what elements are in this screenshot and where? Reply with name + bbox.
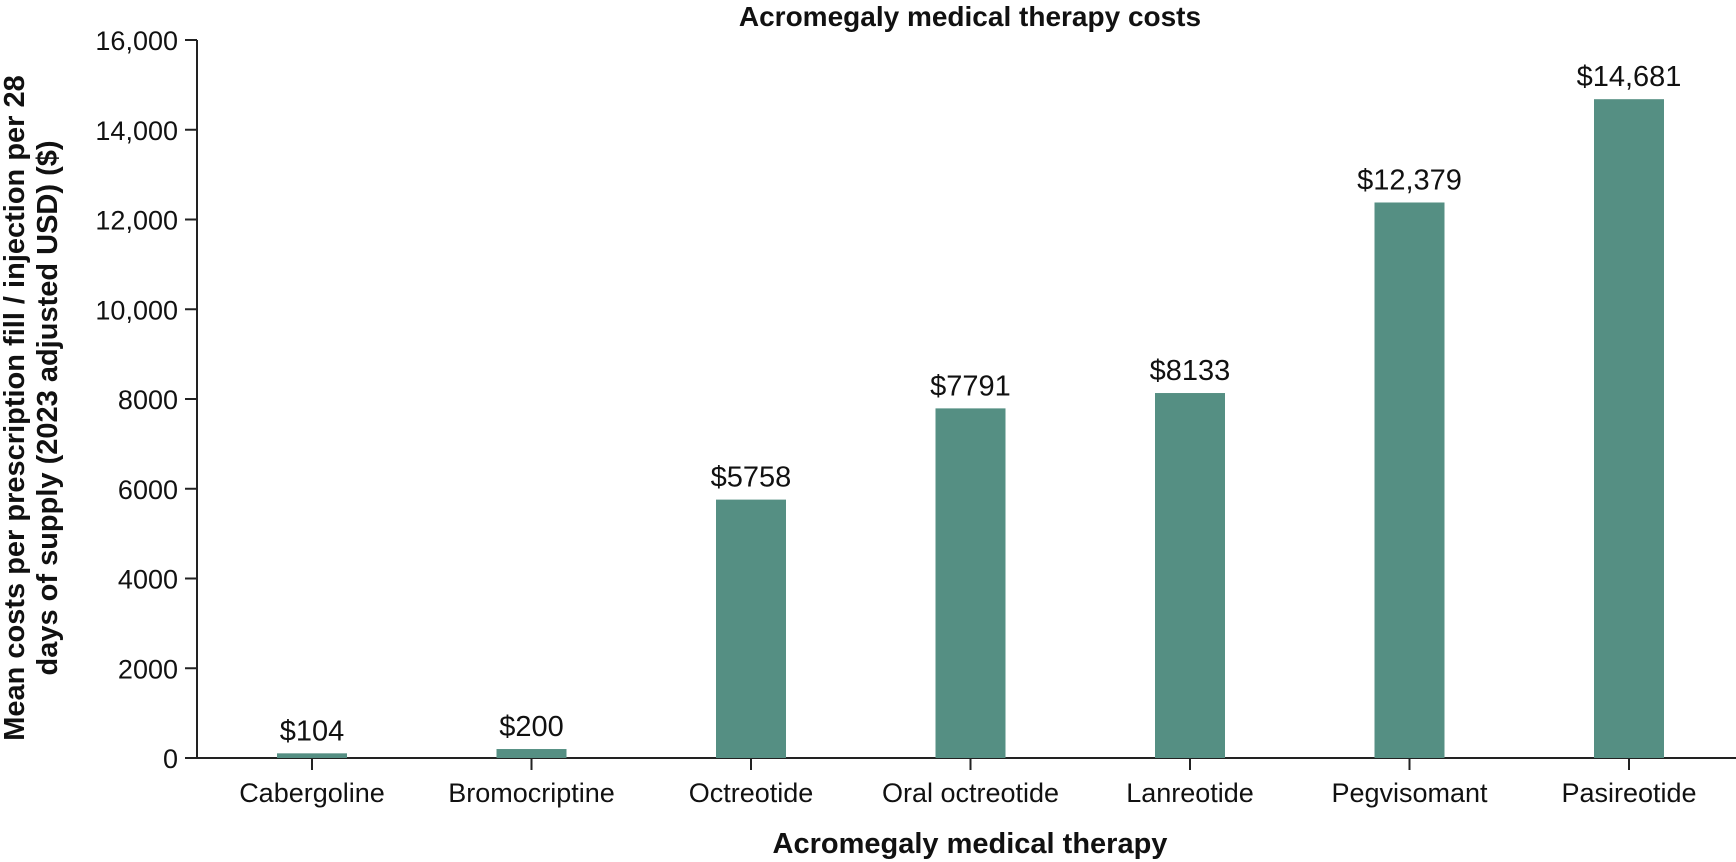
bar-data-label: $8133 bbox=[1150, 355, 1231, 387]
bar bbox=[716, 499, 786, 758]
y-axis-title-line-1: Mean costs per prescription fill / injec… bbox=[0, 75, 31, 741]
x-tick-label: Lanreotide bbox=[1126, 778, 1254, 808]
bar-data-label: $14,681 bbox=[1577, 61, 1682, 93]
y-tick-label: 16,000 bbox=[95, 26, 178, 56]
bar bbox=[496, 749, 567, 758]
x-tick-label: Pegvisomant bbox=[1331, 778, 1488, 808]
bar bbox=[1594, 99, 1664, 758]
x-tick-label: Pasireotide bbox=[1561, 778, 1696, 808]
chart-title: Acromegaly medical therapy costs bbox=[739, 1, 1201, 32]
y-tick-label: 4000 bbox=[118, 565, 178, 595]
y-tick-label: 14,000 bbox=[95, 116, 178, 146]
bar-data-label: $5758 bbox=[711, 462, 792, 494]
data-labels: $104 $200 $5758 $7791 $8133 $12,379 $14,681 bbox=[280, 61, 1682, 747]
x-tick-label: Cabergoline bbox=[239, 778, 385, 808]
y-tick-label: 12,000 bbox=[95, 206, 178, 236]
y-tick-label: 8000 bbox=[118, 385, 178, 415]
bar bbox=[277, 753, 347, 758]
y-tick-label: 6000 bbox=[118, 475, 178, 505]
x-axis-ticks: Cabergoline Bromocriptine Octreotide Oral o… bbox=[239, 758, 1697, 808]
bar bbox=[1374, 202, 1445, 758]
bar-data-label: $200 bbox=[499, 711, 564, 743]
bar-data-label: $12,379 bbox=[1357, 164, 1462, 196]
x-tick-label: Oral octreotide bbox=[882, 778, 1059, 808]
y-axis-title: Mean costs per prescription fill / injec… bbox=[0, 75, 64, 741]
y-tick-label: 10,000 bbox=[95, 295, 178, 325]
x-tick-label: Octreotide bbox=[689, 778, 814, 808]
y-tick-label: 2000 bbox=[118, 654, 178, 684]
y-tick-label: 0 bbox=[163, 744, 178, 774]
x-axis-title: Acromegaly medical therapy bbox=[773, 828, 1168, 860]
bars bbox=[277, 99, 1664, 758]
y-axis-title-line-2: days of supply (2023 adjusted USD) ($) bbox=[32, 140, 64, 675]
bar-data-label: $7791 bbox=[930, 370, 1011, 402]
x-tick-label: Bromocriptine bbox=[448, 778, 615, 808]
y-axis-ticks: 0 2000 4000 6000 8000 10,000 12,000 14,000 16,00… bbox=[95, 26, 197, 774]
bar-data-label: $104 bbox=[280, 715, 345, 747]
bar bbox=[1155, 393, 1225, 758]
bar bbox=[935, 408, 1006, 758]
